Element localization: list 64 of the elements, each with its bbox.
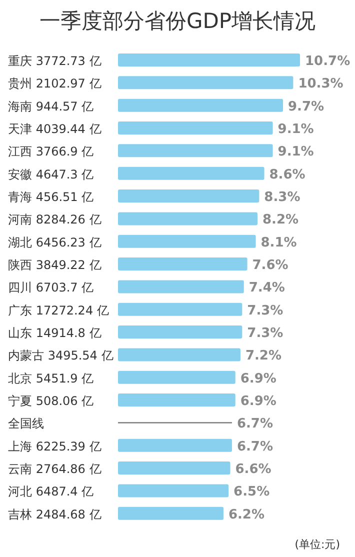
y-tick-label: 宁夏 508.06 亿 [8, 394, 94, 408]
data-label: 6.9% [240, 371, 276, 386]
bar [118, 190, 260, 203]
data-label: 6.7% [236, 416, 274, 432]
data-label: 7.6% [252, 258, 288, 274]
bar [118, 280, 244, 294]
data-label: 7.4% [248, 280, 285, 296]
y-tick-label: 湖北 6456.23 亿 [8, 235, 102, 250]
y-tick-label: 四川 6703.7 亿 [8, 280, 94, 295]
data-label: 10.3% [298, 76, 344, 92]
bar [118, 234, 256, 248]
data-label: 9.1% [278, 122, 314, 138]
bar [118, 258, 248, 271]
data-label: 6.2% [228, 507, 265, 522]
bar [118, 394, 236, 407]
data-label: 6.5% [234, 484, 270, 500]
data-label: 8.3% [264, 190, 300, 206]
bar [118, 462, 230, 475]
data-label: 6.9% [240, 394, 276, 410]
bar [118, 506, 224, 520]
y-tick-label: 云南 2764.86 亿 [8, 462, 102, 476]
y-tick-label: 北京 5451.9 亿 [8, 371, 94, 386]
data-label: 8.6% [269, 167, 306, 182]
bar [118, 76, 294, 90]
y-tick-label: 吉林 2484.68 亿 [8, 507, 102, 522]
bar [118, 98, 283, 112]
bar [118, 326, 242, 339]
y-tick-label: 上海 6225.39 亿 [8, 439, 102, 454]
data-label: 7.3% [247, 303, 284, 318]
bar [118, 122, 273, 135]
y-tick-label: 内蒙古 3495.54 亿 [8, 348, 114, 363]
y-tick-label: 全国线 [8, 416, 44, 431]
data-label: 7.2% [245, 348, 282, 364]
bar [118, 348, 240, 362]
y-tick-label: 河南 8284.26 亿 [8, 212, 102, 227]
y-tick-label: 安徽 4647.3 亿 [8, 167, 94, 182]
data-label: 9.7% [288, 99, 324, 114]
y-tick-label: 海南 944.57 亿 [8, 99, 94, 114]
bar [118, 438, 232, 452]
y-tick-label: 山东 14914.8 亿 [8, 326, 102, 340]
chart-title: 一季度部分省份GDP增长情况 [39, 9, 316, 33]
data-label: 10.7% [305, 54, 350, 69]
data-label: 7.3% [247, 326, 284, 342]
data-label: 6.7% [236, 439, 274, 454]
y-tick-label: 贵州 2102.97 亿 [8, 76, 102, 91]
y-tick-label: 江西 3766.9 亿 [8, 144, 94, 159]
data-label: 8.1% [260, 235, 297, 250]
y-tick-label: 青海 456.51 亿 [8, 190, 94, 204]
data-label: 6.6% [235, 462, 272, 478]
y-tick-label: 河北 6487.4 亿 [8, 484, 94, 499]
bar [118, 302, 242, 316]
y-tick-label: 广东 17272.24 亿 [8, 303, 109, 318]
data-label: 8.2% [262, 212, 299, 228]
data-label: 9.1% [278, 144, 314, 160]
y-tick-label: 天津 4039.44 亿 [8, 122, 102, 136]
y-tick-label: 陕西 3849.22 亿 [8, 258, 102, 272]
bar [118, 212, 258, 226]
bar [118, 54, 300, 66]
bar [118, 484, 229, 498]
bar [118, 144, 273, 158]
y-tick-label: 重庆 3772.73 亿 [8, 54, 102, 68]
bar [118, 166, 264, 180]
bar [118, 370, 236, 384]
text: (单位:元) [294, 538, 340, 551]
